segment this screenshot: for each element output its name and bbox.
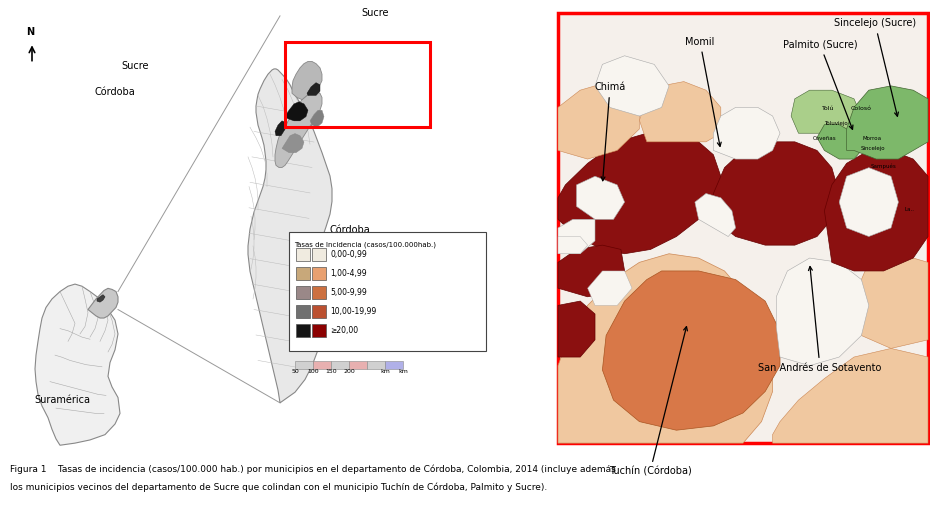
Text: Coveñas: Coveñas <box>813 136 836 141</box>
Polygon shape <box>595 56 669 116</box>
Bar <box>349 362 367 369</box>
Text: Colosó: Colosó <box>851 106 872 110</box>
Text: 200: 200 <box>343 369 355 374</box>
Polygon shape <box>558 81 640 159</box>
Bar <box>312 267 326 280</box>
Bar <box>558 13 928 443</box>
Text: Sucre: Sucre <box>121 61 149 71</box>
Polygon shape <box>824 150 928 271</box>
Text: km: km <box>380 369 390 374</box>
Bar <box>367 362 385 369</box>
Polygon shape <box>97 295 105 302</box>
Polygon shape <box>285 102 308 121</box>
Text: Tuchín (Córdoba): Tuchín (Córdoba) <box>608 327 691 477</box>
Text: Córdoba: Córdoba <box>329 225 370 235</box>
Polygon shape <box>88 289 118 318</box>
Text: 0,00-0,99: 0,00-0,99 <box>330 250 366 259</box>
Polygon shape <box>558 245 625 297</box>
Text: Toluviejo: Toluviejo <box>824 121 847 126</box>
Text: Momil: Momil <box>685 37 721 147</box>
Text: Sucre: Sucre <box>361 8 389 18</box>
Bar <box>296 305 310 318</box>
Polygon shape <box>817 125 861 159</box>
Bar <box>295 362 313 369</box>
Polygon shape <box>588 271 632 306</box>
Bar <box>385 362 403 369</box>
Polygon shape <box>846 86 928 159</box>
Polygon shape <box>640 81 721 142</box>
Polygon shape <box>558 237 588 254</box>
Bar <box>296 286 310 299</box>
Polygon shape <box>282 134 304 153</box>
Polygon shape <box>839 168 898 237</box>
Text: los municipios vecinos del departamento de Sucre que colindan con el municipio T: los municipios vecinos del departamento … <box>10 482 547 492</box>
Bar <box>331 362 349 369</box>
Text: Sincelejo: Sincelejo <box>860 147 884 151</box>
Text: 50: 50 <box>291 369 299 374</box>
Text: 10,00-19,99: 10,00-19,99 <box>330 307 377 316</box>
Polygon shape <box>558 219 595 254</box>
Text: Suramérica: Suramérica <box>34 395 90 405</box>
Polygon shape <box>773 349 928 443</box>
Polygon shape <box>713 107 780 159</box>
Polygon shape <box>695 194 736 237</box>
Text: Sincelejo (Sucre): Sincelejo (Sucre) <box>834 18 916 116</box>
Text: San Andrés de Sotavento: San Andrés de Sotavento <box>758 266 882 373</box>
Polygon shape <box>558 254 773 443</box>
Text: Sampués: Sampués <box>870 163 897 169</box>
Text: Figura 1    Tasas de incidencia (casos/100.000 hab.) por municipios en el depart: Figura 1 Tasas de incidencia (casos/100.… <box>10 464 616 473</box>
Bar <box>313 362 331 369</box>
Polygon shape <box>310 110 324 127</box>
Text: ≥20,00: ≥20,00 <box>330 326 358 335</box>
Bar <box>296 324 310 337</box>
Text: 100: 100 <box>307 369 319 374</box>
Polygon shape <box>713 142 839 245</box>
Bar <box>312 324 326 337</box>
Polygon shape <box>275 121 287 136</box>
Polygon shape <box>558 301 595 357</box>
Polygon shape <box>558 133 721 254</box>
Polygon shape <box>248 69 332 403</box>
Bar <box>296 267 310 280</box>
Bar <box>312 305 326 318</box>
Polygon shape <box>307 83 320 95</box>
Text: 1,00-4,99: 1,00-4,99 <box>330 269 366 278</box>
Text: 5,00-9,99: 5,00-9,99 <box>330 288 366 297</box>
Text: N: N <box>26 27 34 37</box>
Bar <box>296 248 310 261</box>
Polygon shape <box>35 284 120 445</box>
Polygon shape <box>577 176 625 219</box>
Text: Tasas de Incidencia (casos/100.000hab.): Tasas de Incidencia (casos/100.000hab.) <box>294 242 436 248</box>
Bar <box>312 286 326 299</box>
Polygon shape <box>861 254 928 349</box>
Polygon shape <box>603 271 780 430</box>
Polygon shape <box>777 258 869 366</box>
Polygon shape <box>292 62 322 99</box>
Text: 150: 150 <box>326 369 337 374</box>
Text: La..: La.. <box>905 207 914 212</box>
Polygon shape <box>791 90 861 133</box>
Text: Palmito (Sucre): Palmito (Sucre) <box>783 39 857 130</box>
Text: Tolú: Tolú <box>822 106 834 110</box>
Bar <box>312 248 326 261</box>
Bar <box>285 42 430 127</box>
Text: km: km <box>398 369 408 374</box>
Text: Chimá: Chimá <box>594 82 626 181</box>
FancyBboxPatch shape <box>289 232 486 351</box>
Polygon shape <box>275 91 322 167</box>
Text: Morroa: Morroa <box>863 136 882 141</box>
Text: Córdoba: Córdoba <box>95 88 136 97</box>
